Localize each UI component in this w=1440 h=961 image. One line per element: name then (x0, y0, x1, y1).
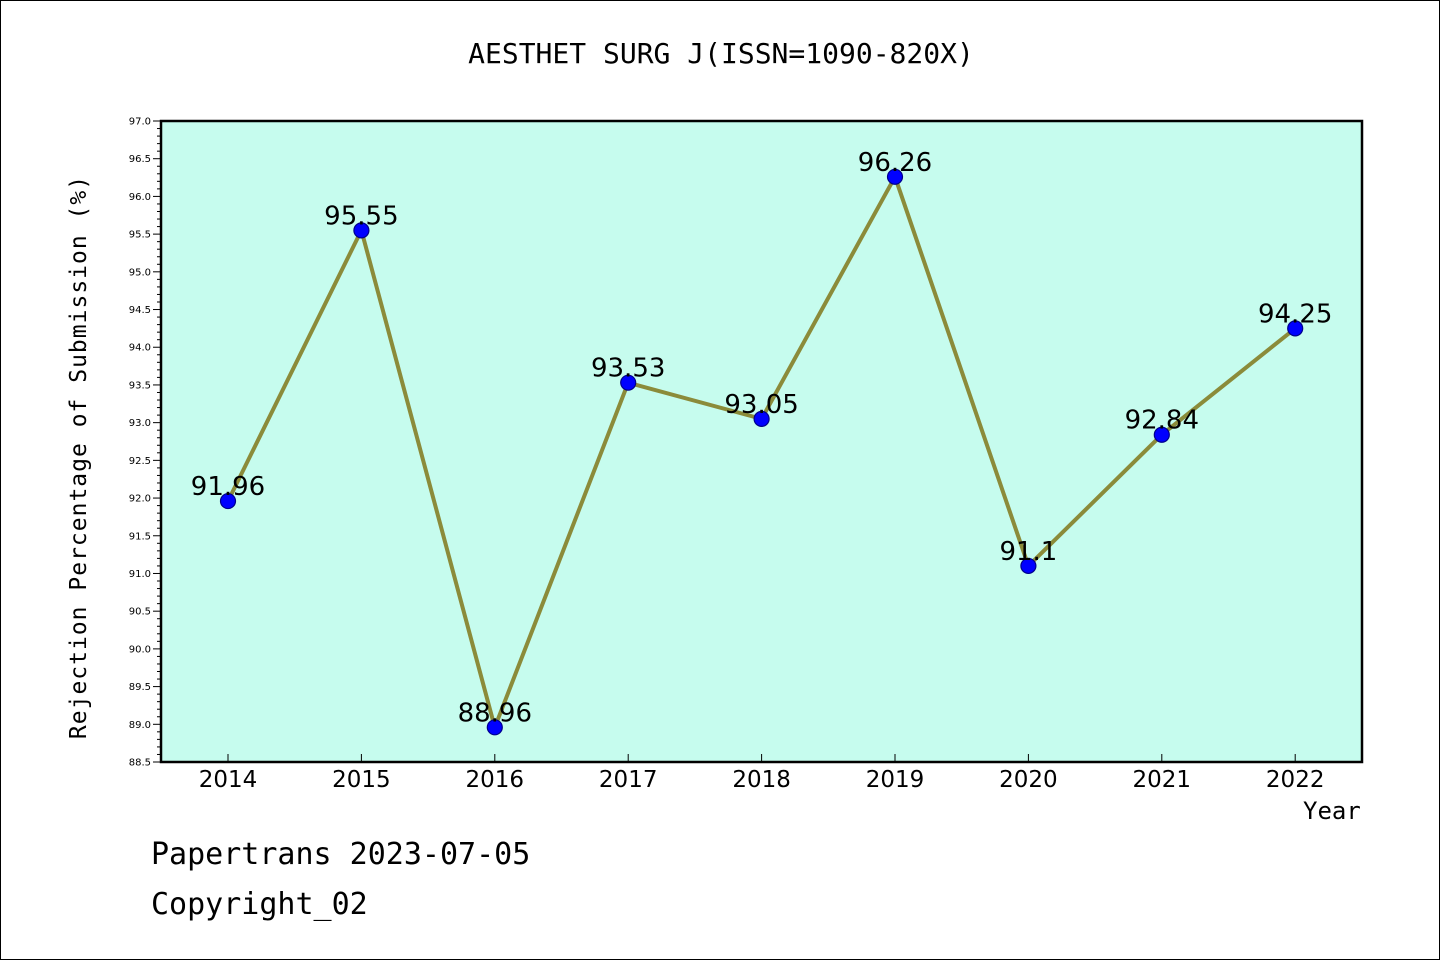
data-labels-group: 91.96 95.55 88.96 93.53 93.05 96.26 91.1 92.84 9… (191, 148, 1333, 729)
x-tick-label: 2022 (1266, 767, 1325, 793)
x-tick-label: 2019 (866, 767, 925, 793)
y-tick-label: 95.5 (129, 230, 151, 241)
data-label: 93.53 (591, 354, 665, 384)
y-tick-label: 90.5 (129, 607, 151, 618)
data-point-marker (486, 719, 503, 736)
x-tick-label: 2015 (332, 767, 391, 793)
x-tick-label: 2014 (199, 767, 258, 793)
series-group (219, 168, 1304, 736)
x-tick-label: 2020 (999, 767, 1058, 793)
data-label: 91.1 (999, 537, 1057, 567)
footer-papertrans: Papertrans 2023-07-05 (151, 837, 531, 872)
x-tick-label: 2017 (599, 767, 658, 793)
y-tick-label: 92.5 (129, 456, 151, 467)
y-tick-label: 93.5 (129, 380, 151, 391)
y-tick-label: 95.0 (129, 267, 151, 278)
data-point-marker (1020, 557, 1037, 575)
x-tick-label: 2016 (466, 767, 525, 793)
data-point-marker (886, 168, 904, 185)
y-tick-label: 88.5 (129, 758, 151, 769)
data-point-marker (1153, 426, 1170, 443)
chart-title: AESTHET SURG J(ISSN=1090-820X) (468, 37, 974, 70)
x-axis-ticks: 2014 2015 2016 2017 2018 2019 2020 2021 2022 (199, 754, 1325, 793)
y-tick-label: 92.0 (129, 494, 151, 505)
footer-copyright: Copyright_02 (151, 887, 368, 922)
y-tick-label: 89.5 (129, 682, 151, 693)
data-label: 94.25 (1258, 299, 1332, 329)
x-tick-label: 2021 (1133, 767, 1192, 793)
x-axis-label: Year (1303, 797, 1361, 825)
data-point-marker (353, 222, 370, 239)
data-point-marker (219, 492, 237, 510)
y-tick-label: 91.5 (129, 531, 151, 542)
y-tick-label: 90.0 (129, 644, 151, 655)
y-tick-label: 96.5 (129, 154, 151, 165)
data-label: 96.26 (858, 148, 932, 178)
data-label: 95.55 (324, 201, 398, 231)
data-point-marker (1287, 320, 1304, 337)
data-label: 91.96 (191, 472, 265, 502)
y-tick-label: 93.0 (129, 418, 151, 429)
y-tick-label: 94.0 (129, 343, 151, 354)
data-label: 88.96 (458, 698, 532, 728)
y-axis-ticks: 88.5 89.0 89.5 90.0 90.5 91.0 91.5 92.0 92.5 93.0… (129, 117, 161, 769)
y-tick-label: 96.0 (129, 192, 151, 203)
y-tick-label: 89.0 (129, 720, 151, 731)
data-label: 93.05 (724, 390, 798, 420)
data-label: 92.84 (1125, 406, 1199, 436)
y-tick-label: 94.5 (129, 305, 151, 316)
data-point-marker (753, 410, 770, 427)
y-tick-label: 91.0 (129, 569, 151, 580)
y-tick-label: 97.0 (129, 117, 151, 128)
data-point-marker (620, 374, 637, 391)
x-tick-label: 2018 (732, 767, 791, 793)
